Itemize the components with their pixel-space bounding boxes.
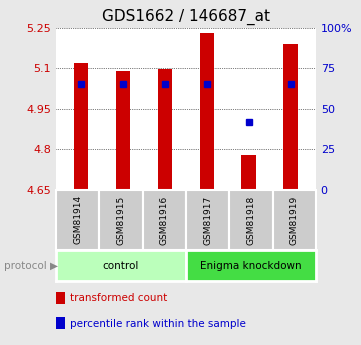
Bar — [200, 33, 214, 190]
Bar — [158, 69, 172, 190]
Text: GSM81916: GSM81916 — [160, 195, 169, 245]
Text: GSM81917: GSM81917 — [203, 195, 212, 245]
Bar — [116, 71, 130, 190]
Bar — [74, 63, 88, 190]
Bar — [242, 155, 256, 190]
Text: percentile rank within the sample: percentile rank within the sample — [70, 319, 245, 328]
Text: GSM81918: GSM81918 — [247, 195, 255, 245]
Text: GSM81914: GSM81914 — [73, 195, 82, 245]
Text: protocol ▶: protocol ▶ — [4, 261, 58, 270]
Title: GDS1662 / 146687_at: GDS1662 / 146687_at — [102, 9, 270, 25]
Text: GSM81919: GSM81919 — [290, 195, 299, 245]
Text: Enigma knockdown: Enigma knockdown — [200, 261, 302, 270]
Text: control: control — [103, 261, 139, 270]
Bar — [283, 44, 298, 190]
Text: GSM81915: GSM81915 — [117, 195, 125, 245]
Text: transformed count: transformed count — [70, 293, 167, 303]
